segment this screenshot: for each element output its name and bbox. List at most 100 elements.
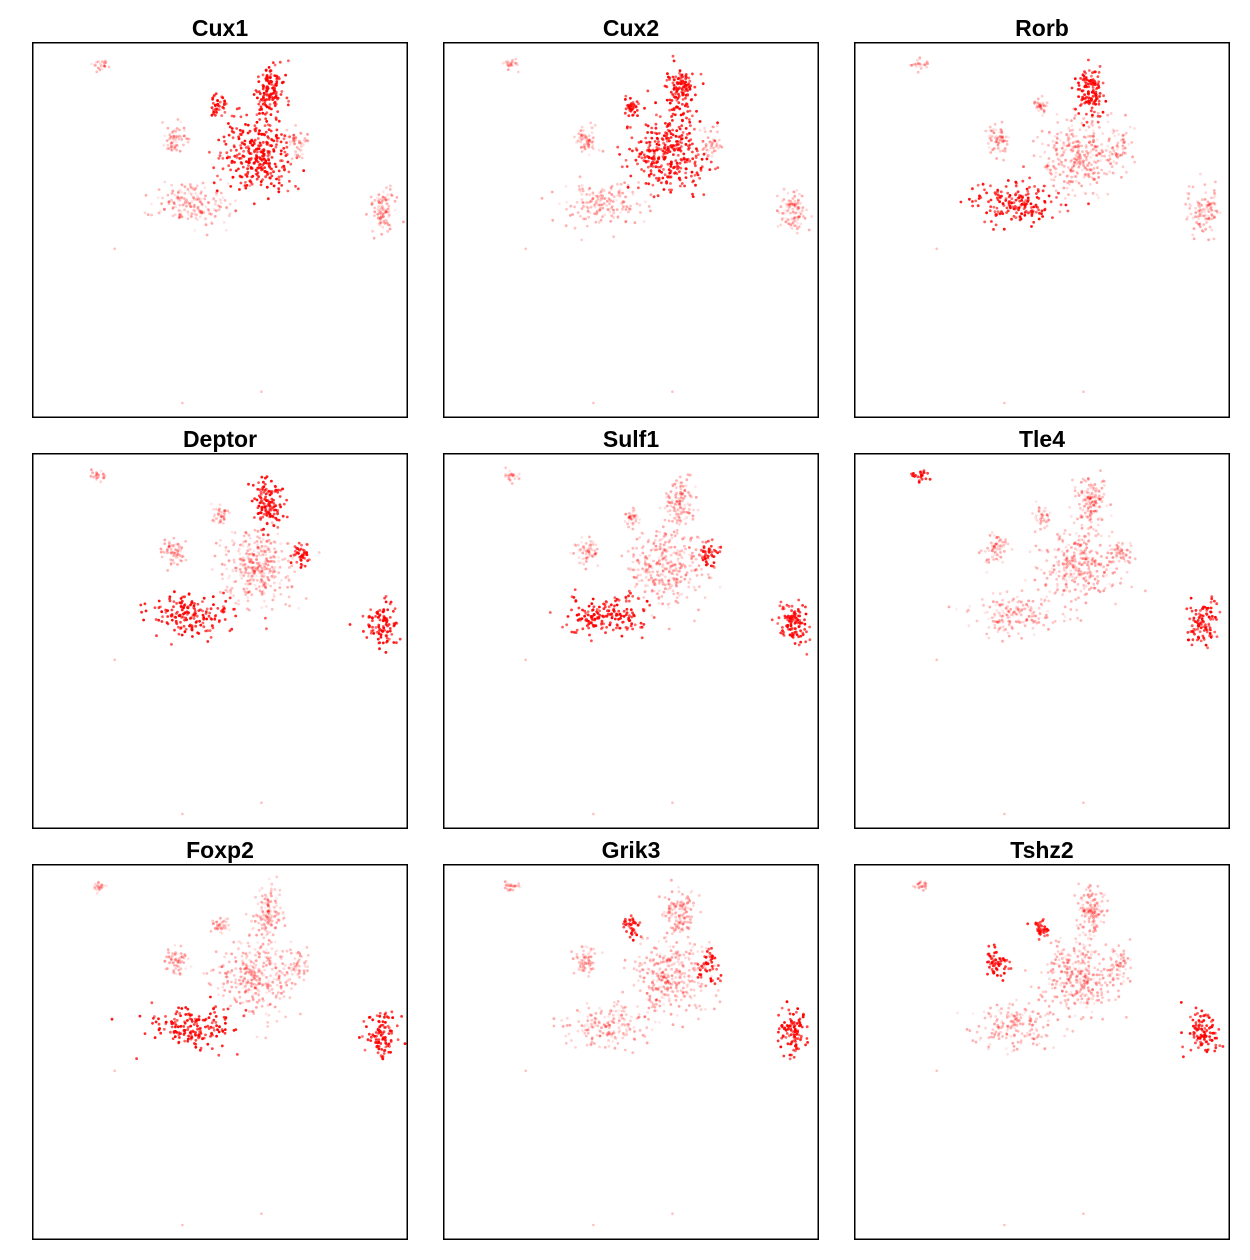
cell-point <box>1210 201 1214 205</box>
cell-point <box>1039 105 1042 108</box>
cell-point <box>591 555 595 559</box>
cell-point <box>664 548 667 551</box>
cell-point <box>221 167 225 171</box>
cell-point <box>212 603 215 606</box>
cell-point <box>657 579 661 582</box>
cell-point <box>199 197 203 201</box>
cell-point <box>650 126 654 130</box>
cell-point <box>1039 104 1043 108</box>
cell-point <box>681 112 685 116</box>
cell-point <box>252 579 255 582</box>
cell-point <box>89 62 93 66</box>
cell-point <box>390 633 394 636</box>
cell-point <box>258 100 262 103</box>
cell-point <box>1034 500 1038 503</box>
cell-point <box>992 205 996 209</box>
cell-point <box>247 574 250 578</box>
cell-point <box>1112 149 1116 153</box>
cell-point <box>264 487 268 491</box>
cell-point <box>717 138 721 142</box>
cell-point <box>582 136 586 140</box>
cell-point <box>251 566 254 570</box>
cell-point <box>177 632 181 636</box>
cell-point <box>666 582 670 586</box>
cell-point <box>1077 81 1080 85</box>
cell-point <box>171 189 175 193</box>
cell-point <box>671 589 675 593</box>
cell-point <box>1058 210 1062 214</box>
cell-point <box>265 185 269 189</box>
cell-point <box>261 562 265 566</box>
cell-point <box>685 478 689 482</box>
cell-point <box>634 517 638 521</box>
cell-point <box>618 195 622 198</box>
cell-point <box>1119 581 1122 585</box>
cell-point <box>250 167 254 170</box>
cell-point <box>273 575 277 578</box>
cell-point <box>264 545 267 548</box>
cell-point <box>255 90 259 94</box>
cell-point <box>256 506 260 510</box>
cell-point <box>214 193 218 197</box>
cell-point <box>1068 562 1072 565</box>
cell-point <box>242 574 246 577</box>
cell-point <box>1077 567 1081 571</box>
cell-point <box>263 549 266 553</box>
cell-point <box>251 144 255 147</box>
cell-point <box>804 640 808 644</box>
cell-point <box>665 495 668 499</box>
cell-point <box>666 128 670 132</box>
cell-point <box>383 197 386 201</box>
cell-point <box>175 127 179 130</box>
cell-point <box>1094 145 1098 149</box>
cell-point <box>253 569 257 572</box>
cell-point <box>675 161 679 165</box>
cell-point <box>570 595 574 599</box>
cell-point <box>1057 538 1060 542</box>
cell-point <box>677 523 681 526</box>
cell-point <box>1056 548 1059 552</box>
cell-point <box>221 511 225 514</box>
cell-point <box>293 139 297 142</box>
cell-point <box>919 471 923 475</box>
cell-point <box>268 550 272 553</box>
cell-point <box>677 553 681 557</box>
cell-point <box>256 566 260 569</box>
cell-point <box>712 146 715 150</box>
cell-point <box>624 158 628 162</box>
cell-point <box>292 136 295 140</box>
cell-point <box>1015 211 1018 215</box>
cell-point <box>586 613 590 617</box>
cell-point <box>195 198 199 201</box>
cell-point <box>680 566 683 569</box>
cell-point <box>176 543 180 546</box>
cell-point <box>1113 548 1117 552</box>
cell-point <box>268 515 272 519</box>
cell-point <box>187 213 191 217</box>
cell-point <box>696 508 700 512</box>
cell-point <box>1087 565 1091 568</box>
cell-point <box>681 118 684 122</box>
cell-point <box>670 564 673 568</box>
cell-point <box>679 492 683 495</box>
cell-point <box>669 504 673 508</box>
cell-point <box>253 516 256 519</box>
cell-point <box>265 98 269 101</box>
cell-point <box>977 197 981 200</box>
cell-point <box>686 133 689 136</box>
cell-point <box>996 143 1000 147</box>
cell-point <box>662 543 666 547</box>
cell-point <box>293 142 296 146</box>
cell-point <box>166 143 170 147</box>
cell-point <box>590 126 593 130</box>
cell-point <box>1051 216 1054 220</box>
cell-point <box>1053 592 1057 595</box>
cell-point <box>1085 149 1088 153</box>
plot-frame <box>443 453 819 829</box>
cell-point <box>259 554 263 557</box>
cell-point <box>176 191 180 195</box>
cell-point <box>243 566 247 570</box>
cell-point <box>987 142 990 145</box>
cell-point <box>1070 124 1074 127</box>
cell-point <box>659 147 663 151</box>
